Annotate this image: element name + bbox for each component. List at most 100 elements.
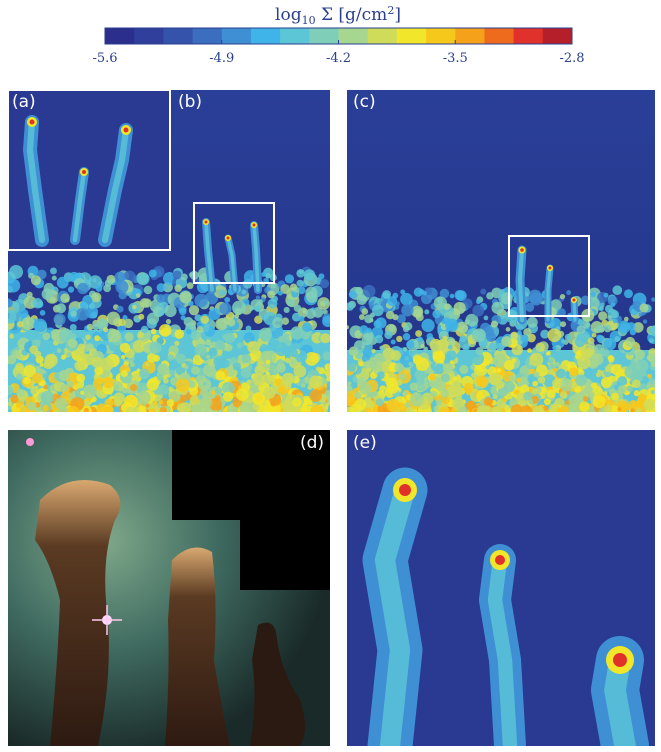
gas-blob	[142, 298, 152, 308]
gas-blob	[167, 354, 175, 361]
gas-blob	[124, 332, 134, 342]
gas-blob	[10, 394, 19, 404]
gas-blob	[8, 317, 14, 324]
gas-blob	[347, 361, 357, 372]
tick-label: -5.6	[92, 51, 117, 66]
gas-blob	[549, 364, 555, 369]
gas-blob	[175, 378, 190, 393]
gas-blob	[555, 368, 566, 379]
gas-blob	[310, 404, 325, 412]
gas-blob	[134, 318, 139, 323]
gas-blob	[100, 357, 114, 371]
gas-blob	[353, 340, 365, 352]
gas-blob	[76, 373, 86, 383]
gas-blob	[132, 304, 137, 310]
gas-blob	[125, 406, 136, 412]
tick-label: -4.9	[209, 51, 234, 66]
gas-blob	[323, 383, 328, 388]
gas-blob	[42, 405, 49, 412]
gas-blob	[107, 328, 121, 343]
gas-blob	[434, 363, 445, 375]
gas-blob	[491, 301, 505, 315]
gas-blob	[277, 335, 285, 343]
gas-blob	[579, 401, 590, 412]
colorbar: -5.6 -4.9 -4.2 -3.5 -2.8	[92, 27, 585, 66]
gas-blob	[495, 379, 505, 389]
gas-blob	[174, 284, 183, 293]
pillar-tip-core	[495, 555, 505, 565]
gas-blob	[433, 405, 439, 412]
gas-blob	[398, 373, 406, 381]
gas-blob	[184, 364, 189, 370]
gas-blob	[503, 381, 516, 393]
gas-blob	[400, 292, 413, 306]
gas-blob	[359, 382, 372, 395]
gas-blob	[643, 398, 655, 411]
gas-blob	[106, 311, 121, 326]
gas-blob	[574, 386, 581, 393]
gas-blob	[611, 392, 619, 401]
gas-blob	[240, 345, 246, 351]
gas-blob	[576, 325, 586, 335]
gas-blob	[630, 408, 635, 412]
gas-blob	[633, 390, 640, 397]
gas-blob	[135, 293, 141, 298]
gas-blob	[281, 372, 295, 386]
gas-blob	[163, 378, 169, 384]
gas-blob	[592, 395, 606, 409]
gas-blob	[377, 371, 385, 380]
gas-blob	[404, 355, 410, 361]
gas-blob	[603, 324, 612, 333]
gas-blob	[404, 322, 413, 331]
gas-blob	[158, 324, 172, 337]
colorbar-segment	[513, 28, 544, 44]
gas-blob	[595, 372, 601, 378]
gas-blob	[76, 307, 89, 321]
gas-blob	[60, 293, 70, 303]
gas-blob	[480, 288, 487, 295]
gas-blob	[559, 391, 568, 399]
gas-blob	[165, 319, 171, 325]
gas-blob	[319, 278, 330, 289]
gas-blob	[58, 328, 73, 343]
gas-blob	[394, 362, 404, 373]
gas-blob	[276, 363, 286, 373]
gas-blob	[560, 339, 566, 344]
gas-blob	[96, 403, 108, 412]
gas-blob	[194, 355, 200, 361]
gas-blob	[43, 384, 49, 390]
gas-blob	[92, 323, 100, 331]
gas-blob	[46, 353, 57, 364]
gas-blob	[290, 358, 298, 366]
gas-blob	[200, 315, 210, 324]
gas-blob	[510, 331, 519, 340]
gas-blob	[80, 390, 85, 395]
gas-blob	[527, 348, 532, 353]
gas-blob	[222, 333, 229, 341]
gas-blob	[157, 363, 170, 376]
gas-blob	[459, 335, 467, 343]
colorbar-segment	[309, 28, 339, 44]
zoom-box	[193, 202, 275, 284]
gas-blob	[546, 389, 556, 399]
gas-blob	[647, 373, 652, 379]
gas-blob	[85, 334, 91, 340]
gas-blob	[158, 309, 165, 316]
gas-blob	[97, 318, 109, 330]
gas-blob	[523, 328, 532, 337]
gas-blob	[185, 348, 190, 353]
gas-blob	[452, 386, 463, 397]
gas-blob	[617, 384, 627, 394]
gas-blob	[385, 310, 395, 320]
gas-blob	[415, 330, 423, 338]
gas-blob	[8, 355, 17, 365]
gas-blob	[556, 407, 563, 412]
gas-blob	[215, 370, 226, 381]
gas-blob	[121, 354, 126, 360]
gas-blob	[103, 284, 112, 293]
gas-blob	[642, 319, 648, 324]
gas-blob	[186, 282, 194, 290]
panel-label: (b)	[178, 92, 202, 112]
gas-blob	[277, 290, 283, 296]
gas-blob	[532, 406, 545, 412]
